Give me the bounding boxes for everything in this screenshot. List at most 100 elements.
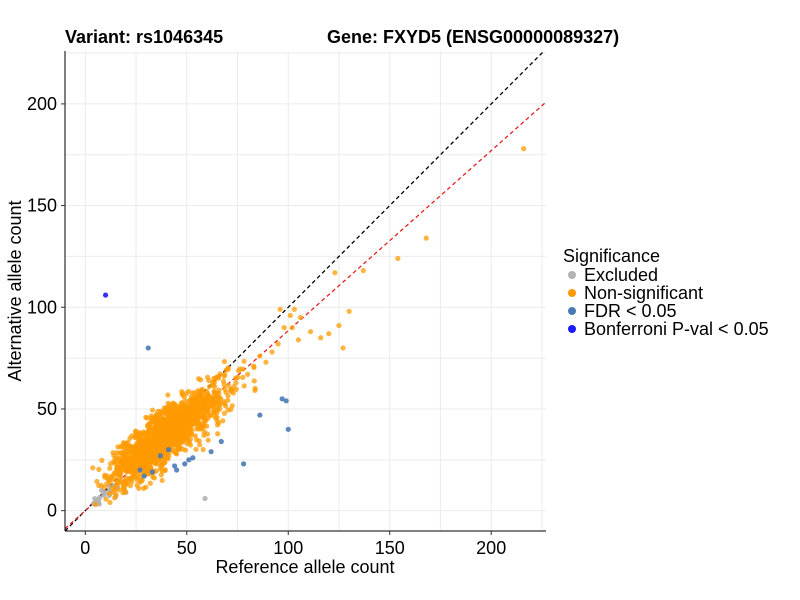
point-nonsig: [146, 428, 152, 434]
point-nonsig: [120, 483, 126, 490]
point-nonsig: [252, 385, 258, 392]
point-nonsig: [107, 465, 113, 471]
point-nonsig: [240, 374, 246, 380]
point-nonsig: [141, 485, 147, 491]
point-nonsig: [336, 322, 342, 329]
chart-title-variant: Variant: rs1046345: [65, 27, 223, 47]
point-nonsig: [189, 390, 196, 396]
point-nonsig: [221, 410, 228, 416]
point-nonsig: [287, 312, 293, 319]
legend-swatch-bonf: [568, 325, 576, 333]
point-fdr: [279, 396, 285, 402]
point-nonsig: [160, 426, 166, 432]
point-nonsig: [205, 374, 211, 380]
y-tick-label: 100: [27, 297, 57, 317]
point-nonsig: [112, 487, 118, 493]
point-nonsig: [225, 397, 231, 403]
point-nonsig: [200, 398, 206, 404]
point-nonsig: [326, 331, 332, 337]
point-nonsig: [210, 402, 216, 409]
point-nonsig: [148, 442, 155, 448]
point-nonsig: [180, 400, 186, 406]
point-nonsig: [340, 345, 346, 351]
point-nonsig: [128, 455, 134, 461]
point-nonsig: [170, 412, 177, 418]
point-nonsig: [206, 393, 212, 399]
point-nonsig: [196, 426, 202, 432]
point-fdr: [186, 457, 192, 463]
y-tick-label: 50: [37, 399, 57, 419]
point-nonsig: [269, 349, 275, 355]
point-nonsig: [90, 465, 96, 471]
point-nonsig: [187, 397, 193, 404]
point-fdr: [137, 467, 143, 473]
point-nonsig: [167, 402, 173, 408]
point-nonsig: [204, 423, 210, 429]
point-excluded: [202, 495, 208, 502]
point-nonsig: [176, 409, 183, 415]
point-fdr: [208, 449, 214, 455]
point-nonsig: [126, 444, 133, 450]
point-nonsig: [184, 426, 190, 432]
point-nonsig: [144, 415, 150, 421]
x-tick-label: 200: [476, 538, 506, 558]
point-nonsig: [189, 401, 195, 408]
point-fdr: [283, 398, 289, 404]
point-nonsig: [225, 365, 231, 371]
point-fdr: [149, 469, 155, 475]
point-nonsig: [204, 406, 210, 413]
point-nonsig: [199, 387, 205, 394]
point-nonsig: [184, 402, 190, 408]
point-nonsig: [182, 416, 189, 423]
point-fdr: [190, 455, 196, 461]
point-fdr: [182, 461, 188, 467]
point-nonsig: [233, 386, 239, 392]
x-axis-title: Reference allele count: [215, 557, 394, 577]
point-nonsig: [177, 413, 183, 420]
point-nonsig: [155, 423, 162, 429]
data-points: [90, 146, 527, 508]
point-nonsig: [177, 444, 183, 451]
legend-swatch-fdr: [568, 307, 576, 315]
point-nonsig: [176, 423, 182, 429]
point-nonsig: [212, 384, 218, 390]
point-nonsig: [251, 378, 257, 384]
point-nonsig: [233, 380, 239, 386]
point-nonsig: [241, 358, 247, 364]
legend-label-bonf: Bonferroni P-val < 0.05: [584, 319, 769, 339]
point-nonsig: [170, 422, 176, 428]
point-nonsig: [228, 406, 234, 413]
point-nonsig: [395, 255, 401, 262]
point-nonsig: [196, 376, 202, 382]
point-nonsig: [240, 366, 246, 372]
point-nonsig: [116, 455, 122, 461]
point-nonsig: [220, 398, 227, 404]
point-nonsig: [102, 472, 108, 478]
point-nonsig: [197, 442, 203, 448]
x-tick-label: 150: [375, 538, 405, 558]
point-nonsig: [215, 431, 221, 437]
point-nonsig: [142, 452, 149, 458]
point-fdr: [285, 426, 291, 432]
y-tick-label: 150: [27, 196, 57, 216]
point-nonsig: [346, 308, 352, 314]
point-nonsig: [318, 335, 324, 341]
point-nonsig: [128, 459, 134, 465]
point-nonsig: [196, 438, 202, 444]
point-nonsig: [241, 383, 247, 389]
point-bonf: [102, 292, 109, 298]
point-nonsig: [277, 306, 283, 312]
point-fdr: [165, 447, 172, 453]
point-nonsig: [251, 363, 257, 369]
point-nonsig: [185, 432, 191, 438]
point-nonsig: [165, 392, 171, 398]
point-nonsig: [164, 419, 170, 425]
point-nonsig: [211, 393, 217, 399]
series-bonf: [102, 292, 109, 298]
point-nonsig: [116, 487, 122, 493]
point-nonsig: [275, 341, 281, 347]
point-nonsig: [175, 431, 181, 437]
point-nonsig: [423, 235, 429, 241]
point-nonsig: [204, 388, 210, 394]
